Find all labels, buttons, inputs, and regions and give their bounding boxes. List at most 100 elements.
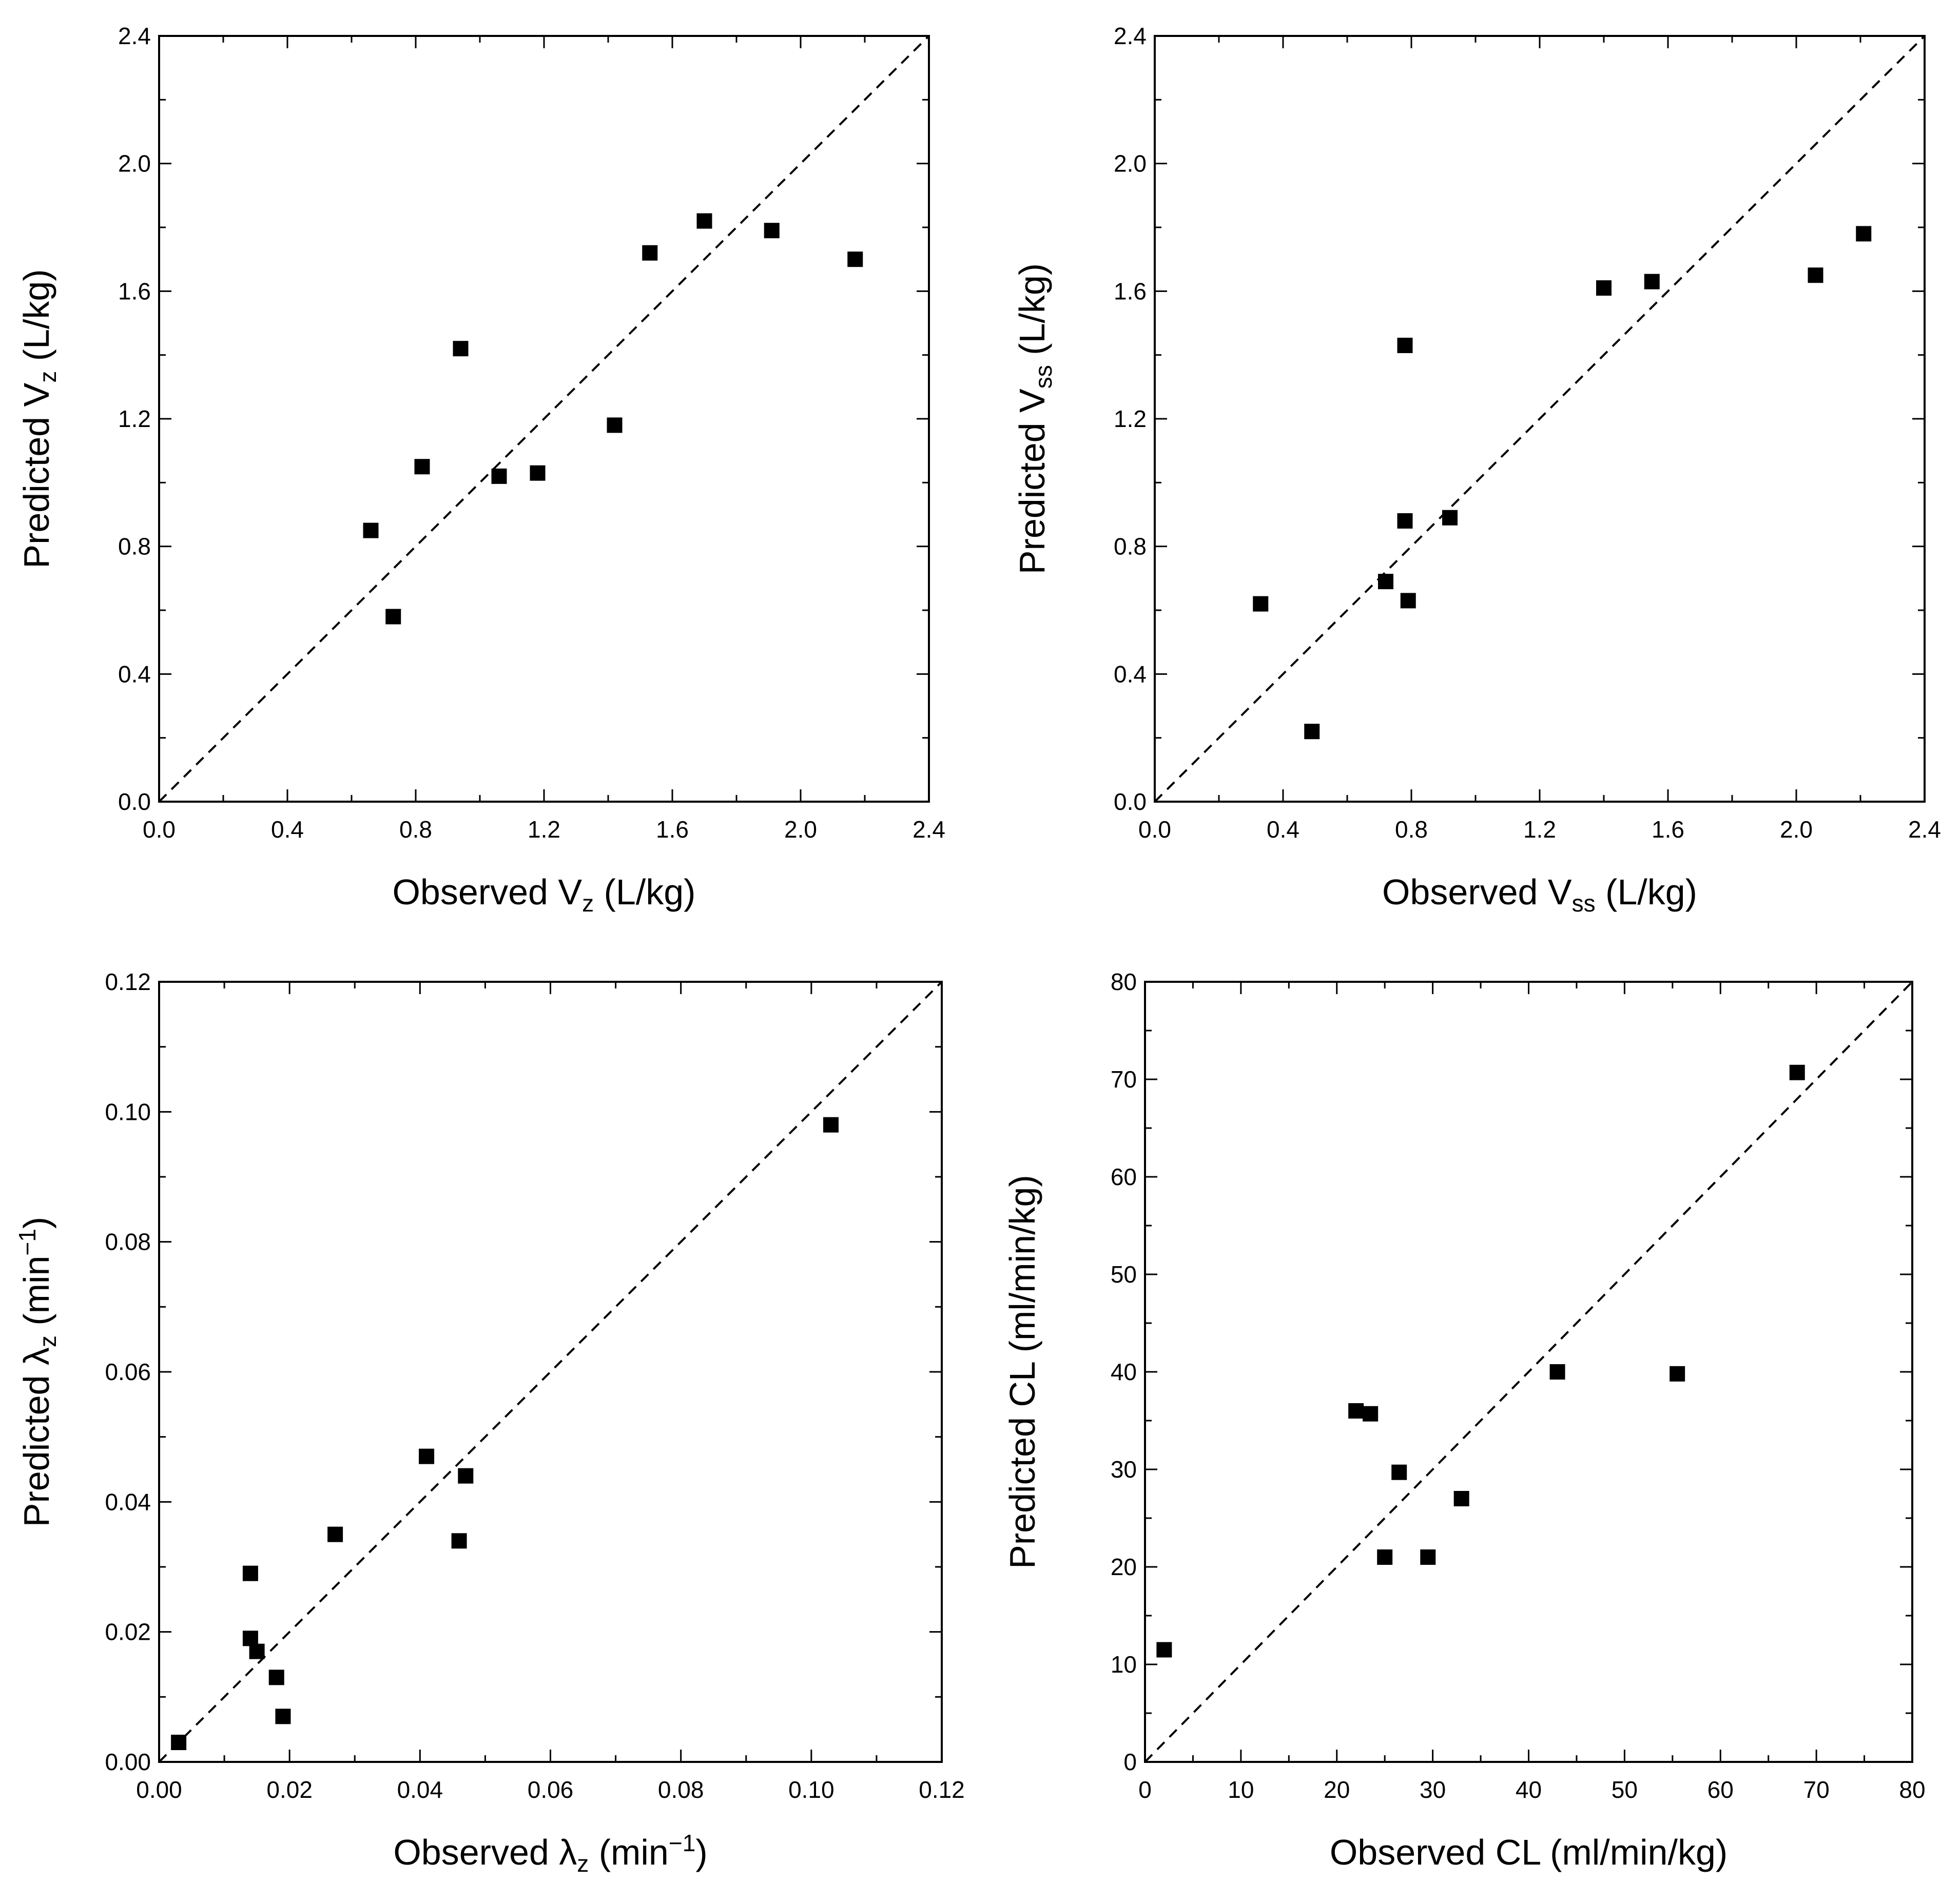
data-point	[823, 1117, 839, 1133]
axis-label-part-sub: z	[34, 371, 61, 383]
axis-label-part-greek: λ	[16, 1347, 56, 1365]
y-tick-label: 60	[1111, 1163, 1137, 1190]
identity-line	[158, 35, 930, 803]
y-tick-label: 0.0	[118, 788, 151, 815]
data-point	[451, 1533, 467, 1549]
data-point	[1397, 338, 1413, 354]
axis-label-part-post: (L/kg)	[1596, 872, 1697, 912]
axis-label-part-pre: Predicted	[16, 1365, 56, 1527]
x-tick-label: 80	[1899, 1776, 1925, 1803]
data-point	[458, 1468, 474, 1484]
x-tick-label: 0.06	[528, 1776, 574, 1803]
y-axis-label: Predicted Vss (L/kg)	[1012, 263, 1057, 574]
identity-line	[158, 981, 943, 1763]
data-point	[1789, 1064, 1805, 1080]
axis-label-part-pre: Predicted V	[16, 382, 56, 568]
axis-label-part-pre: Predicted V	[1012, 389, 1052, 574]
x-tick-label: 0.0	[1138, 816, 1171, 843]
data-point	[242, 1565, 258, 1581]
y-tick-label: 0.10	[105, 1098, 151, 1125]
data-point	[1253, 596, 1269, 612]
y-tick-label: 80	[1111, 968, 1137, 995]
y-tick-label: 1.6	[1114, 278, 1147, 304]
axis-label-part-sup: −1	[14, 1229, 41, 1255]
identity-line	[1144, 981, 1913, 1763]
data-point	[275, 1709, 291, 1724]
axis-label-part-pre: Observed V	[392, 872, 582, 912]
x-tick-label: 0.10	[788, 1776, 835, 1803]
data-point	[764, 223, 780, 239]
data-point	[1400, 593, 1416, 609]
data-point	[1304, 724, 1320, 740]
x-tick-label: 0.02	[266, 1776, 313, 1803]
x-tick-label: 10	[1228, 1776, 1254, 1803]
axis-label-part-pre: Predicted CL (ml/min/kg)	[1002, 1175, 1042, 1569]
y-tick-label: 20	[1111, 1554, 1137, 1580]
panel-observed-vs-predicted-lambda-z: 0.00 0.02 0.04 0.06 0.08 0.10 0.12 0.00 0.02 0.04…	[14, 968, 965, 1877]
axis-label-part-post: (min	[16, 1256, 56, 1336]
x-tick-label: 40	[1516, 1776, 1542, 1803]
y-tick-label: 70	[1111, 1066, 1137, 1093]
y-tick-label: 10	[1111, 1651, 1137, 1678]
x-tick-label: 0.00	[136, 1776, 182, 1803]
x-tick-label: 2.4	[1908, 816, 1941, 843]
x-tick-label: 2.0	[784, 816, 817, 843]
data-point	[1156, 1642, 1172, 1658]
data-point	[414, 459, 430, 475]
data-point	[1453, 1491, 1469, 1506]
x-tick-label: 2.4	[913, 816, 945, 843]
data-point	[242, 1631, 258, 1646]
y-tick-label: 0.4	[118, 661, 151, 687]
data-point	[642, 245, 658, 261]
data-point	[249, 1643, 265, 1659]
y-tick-label: 0.08	[105, 1229, 151, 1255]
x-tick-label: 0.0	[143, 816, 176, 843]
y-tick-label: 0.06	[105, 1359, 151, 1385]
data-point	[1397, 513, 1413, 529]
x-tick-label: 0.8	[1395, 816, 1428, 843]
x-tick-label: 50	[1612, 1776, 1638, 1803]
x-tick-label: 30	[1420, 1776, 1446, 1803]
data-point	[847, 251, 863, 267]
data-point	[1442, 510, 1458, 526]
y-tick-label: 50	[1111, 1261, 1137, 1288]
x-axis-label: Observed Vz (L/kg)	[392, 872, 695, 917]
x-tick-label: 1.6	[1652, 816, 1684, 843]
x-tick-label: 1.2	[528, 816, 560, 843]
x-tick-label: 1.2	[1523, 816, 1556, 843]
axis-label-part-post: (L/kg)	[1012, 263, 1052, 365]
axis-label-part-sup: −1	[669, 1830, 695, 1856]
axis-label-part-sub: ss	[1572, 890, 1596, 917]
x-tick-label: 0.4	[1267, 816, 1299, 843]
data-point	[1808, 267, 1823, 283]
y-tick-label: 0.00	[105, 1749, 151, 1775]
data-point	[1644, 274, 1660, 289]
data-point	[1420, 1549, 1436, 1565]
axis-label-part-sub: z	[577, 1850, 589, 1877]
y-tick-label: 2.0	[1114, 150, 1147, 177]
y-tick-label: 1.2	[1114, 405, 1147, 432]
data-point	[385, 609, 401, 625]
axis-label-part-pre: Observed	[393, 1832, 559, 1872]
y-tick-label: 0.12	[105, 968, 151, 995]
y-tick-label: 0.0	[1114, 788, 1147, 815]
data-point	[1549, 1364, 1565, 1380]
y-tick-label: 0.02	[105, 1619, 151, 1645]
axis-label-part-greek: λ	[559, 1832, 577, 1872]
x-tick-label: 0.12	[919, 1776, 965, 1803]
y-axis-label: Predicted λz (min−1)	[14, 1217, 61, 1527]
y-tick-label: 2.4	[1114, 23, 1147, 49]
x-tick-label: 0.4	[271, 816, 304, 843]
panel-observed-vs-predicted-vz: 0.0 0.4 0.8 1.2 1.6 2.0 2.4 0.0 0.4 0.8 1.2 1.6 2.0 2…	[16, 23, 945, 917]
axis-label-part-sub: ss	[1030, 365, 1057, 389]
data-point	[696, 213, 712, 229]
x-tick-label: 70	[1803, 1776, 1830, 1803]
y-tick-label: 0.8	[1114, 533, 1147, 560]
axis-label-part-sub: z	[34, 1335, 61, 1347]
y-tick-label: 40	[1111, 1359, 1137, 1385]
axis-label-part-post: (L/kg)	[16, 269, 56, 371]
data-point	[1363, 1406, 1379, 1422]
x-tick-label: 0	[1138, 1776, 1152, 1803]
y-tick-label: 0	[1123, 1749, 1137, 1775]
